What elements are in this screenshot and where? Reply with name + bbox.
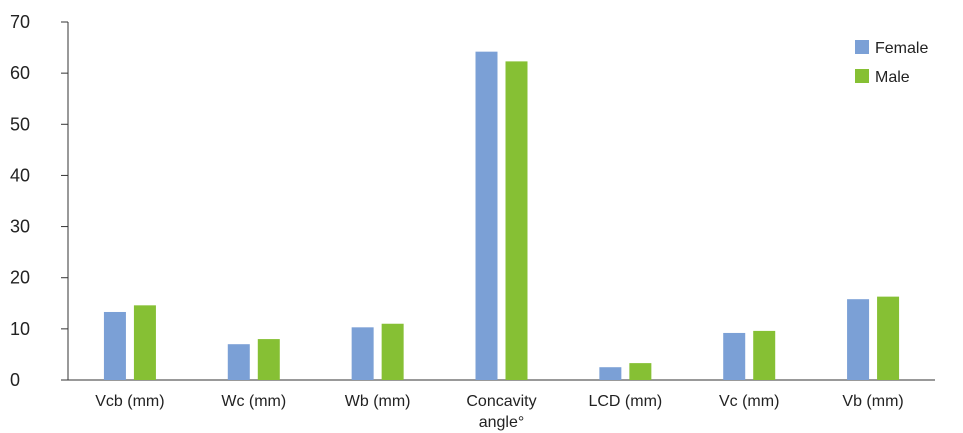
bar-female (723, 332, 746, 380)
bar-male (505, 61, 528, 380)
y-tick-label: 70 (10, 12, 30, 32)
x-category-label: LCD (mm) (588, 393, 662, 410)
bar-male (381, 323, 404, 380)
x-category-label: Concavity (466, 393, 536, 410)
x-category-label: Wb (mm) (345, 393, 411, 410)
x-axis-labels: Vcb (mm) Wc (mm) Wb (mm) Concavity angle° LCD… (95, 393, 903, 431)
bars (103, 51, 900, 381)
bar-male (133, 305, 156, 380)
x-category-label: Vb (mm) (842, 393, 903, 410)
legend-label-female: Female (875, 40, 928, 57)
bar-female (227, 344, 250, 380)
bar-female (847, 299, 870, 380)
bar-male (877, 296, 900, 380)
bar-female (351, 327, 374, 380)
legend-swatch-female (855, 40, 869, 54)
x-category-label: angle° (479, 414, 525, 431)
y-axis-ticks: 0 10 20 30 40 50 60 70 (10, 12, 68, 390)
x-category-label: Wc (mm) (221, 393, 286, 410)
x-category-label: Vc (mm) (719, 393, 779, 410)
y-tick-label: 50 (10, 114, 30, 134)
legend: Female Male (855, 40, 928, 86)
legend-swatch-male (855, 69, 869, 83)
y-tick-label: 0 (10, 370, 20, 390)
bar-male (257, 339, 280, 380)
y-tick-label: 60 (10, 63, 30, 83)
legend-label-male: Male (875, 69, 910, 86)
axes (67, 22, 935, 381)
y-tick-label: 30 (10, 217, 30, 237)
bar-female (475, 51, 498, 381)
x-category-label: Vcb (mm) (95, 393, 164, 410)
bar-male (629, 363, 652, 380)
y-tick-label: 20 (10, 268, 30, 288)
y-tick-label: 40 (10, 165, 30, 185)
bar-male (753, 330, 776, 380)
bar-female (103, 311, 126, 380)
bar-female (599, 367, 622, 380)
y-tick-label: 10 (10, 319, 30, 339)
